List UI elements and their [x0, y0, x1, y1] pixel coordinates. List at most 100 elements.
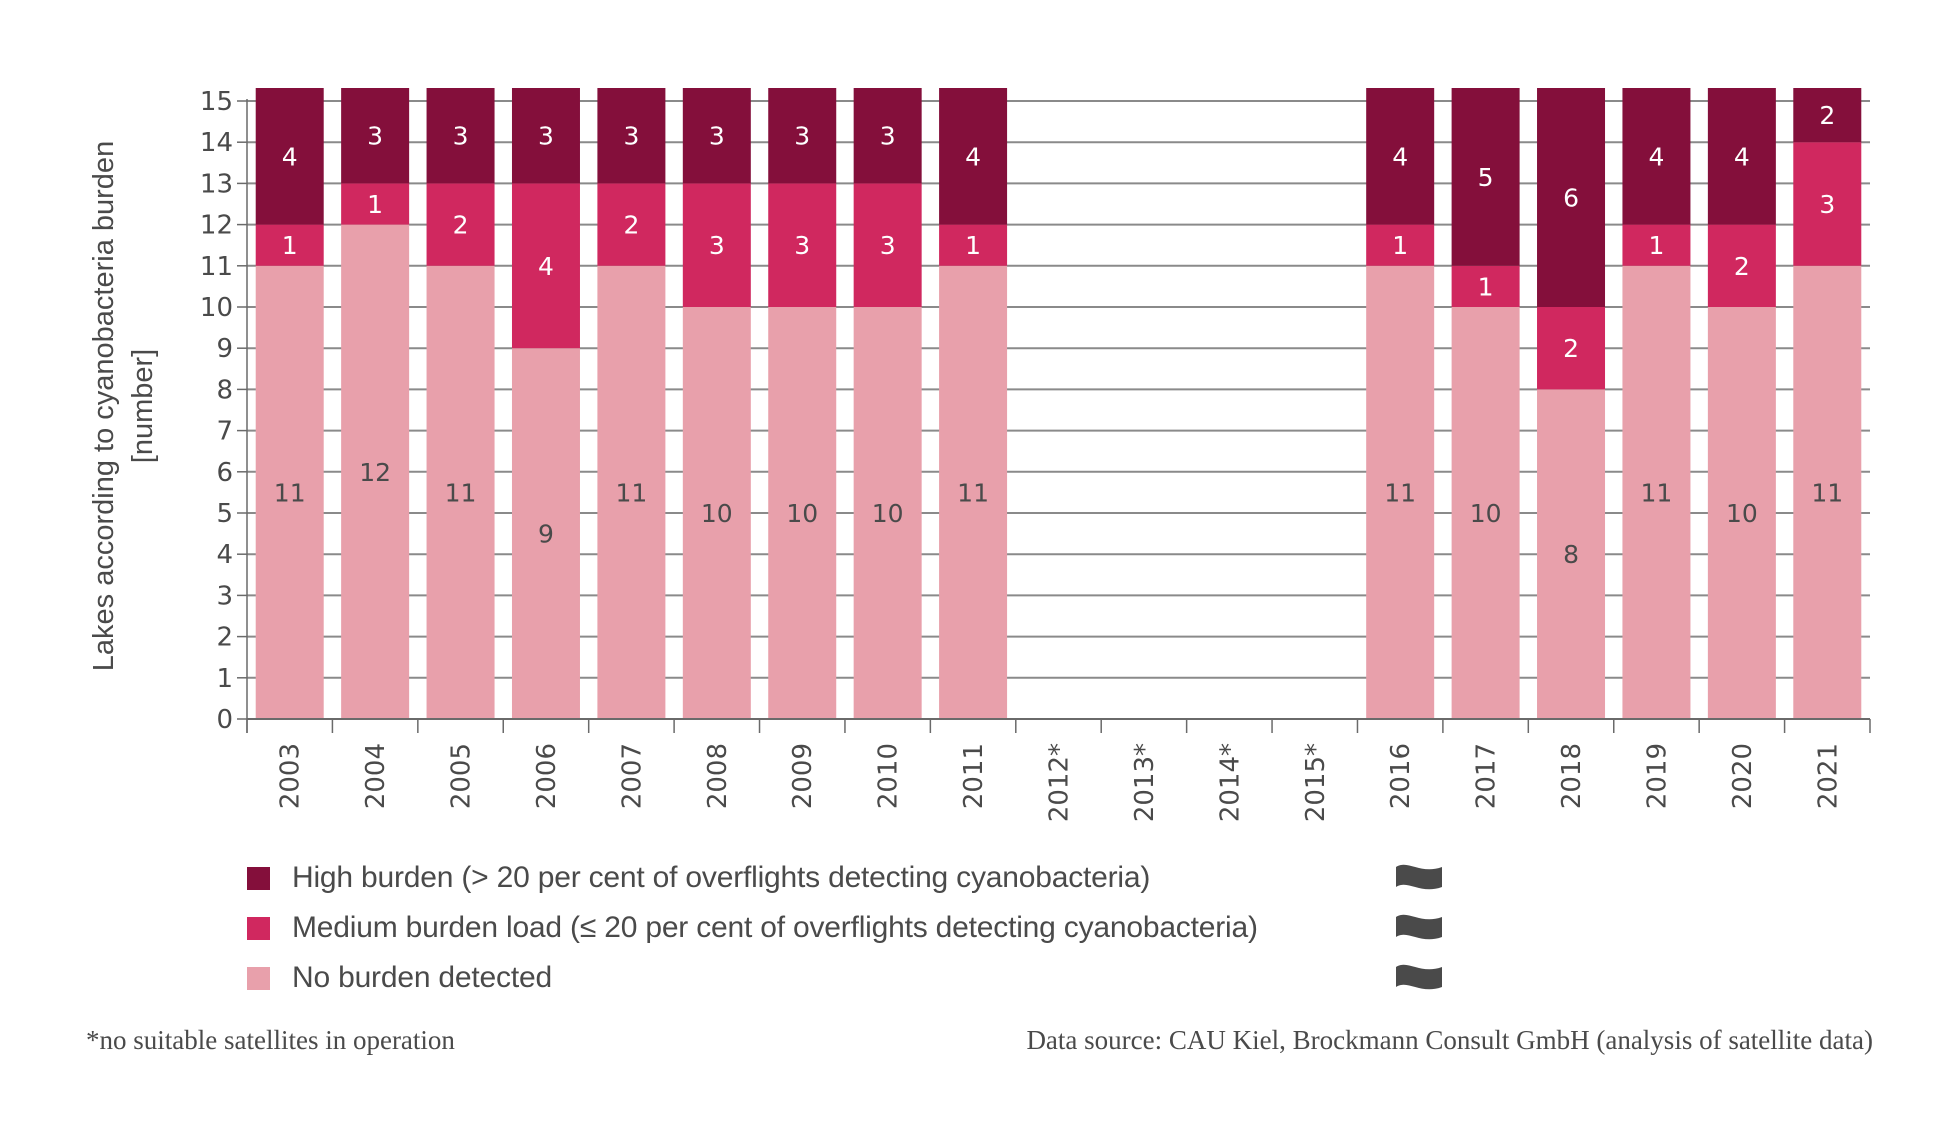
- y-tick-label: 7: [216, 417, 233, 447]
- y-tick-label: 9: [216, 334, 233, 364]
- legend: High burden (> 20 per cent of overflight…: [247, 853, 1442, 1003]
- bar-segment: [1537, 88, 1606, 307]
- x-tick-label: 2018: [1557, 743, 1587, 809]
- bar-segment: [1451, 88, 1520, 266]
- x-tick-label: 2010: [874, 743, 904, 809]
- data-label: 3: [1819, 190, 1835, 219]
- data-label: 1: [965, 231, 981, 260]
- data-label: 3: [453, 122, 469, 151]
- x-tick-label: 2012*: [1045, 743, 1075, 822]
- y-tick-label: 4: [216, 540, 233, 570]
- bar-segment: [1537, 307, 1606, 390]
- bar-segment: [426, 88, 495, 184]
- x-tick-label: 2017: [1472, 743, 1502, 809]
- y-tick-label: 11: [200, 252, 233, 282]
- x-tick-label: 2021: [1813, 743, 1843, 809]
- data-label: 11: [445, 478, 477, 507]
- bar-segment: [341, 183, 410, 225]
- legend-swatch-medium: [247, 916, 270, 940]
- data-label: 3: [623, 122, 639, 151]
- legend-item-medium-burden: Medium burden load (≤ 20 per cent of ove…: [247, 903, 1442, 953]
- data-label: 3: [709, 122, 725, 151]
- data-label: 12: [359, 458, 391, 487]
- wave-icon: [1396, 914, 1442, 940]
- x-tick-label: 2005: [447, 743, 477, 809]
- legend-item-high-burden: High burden (> 20 per cent of overflight…: [247, 853, 1442, 903]
- bar-segment: [1451, 265, 1520, 307]
- data-label: 10: [786, 499, 818, 528]
- data-label: 1: [367, 190, 383, 219]
- y-tick-label: 14: [200, 128, 233, 158]
- footnote: *no suitable satellites in operation: [86, 1025, 455, 1055]
- bar-segment: [939, 265, 1008, 719]
- legend-label-high: High burden (> 20 per cent of overflight…: [292, 861, 1151, 894]
- data-label: 10: [701, 499, 733, 528]
- data-label: 1: [1478, 272, 1494, 301]
- x-tick-label: 2011: [959, 743, 989, 809]
- data-label: 2: [1734, 252, 1750, 281]
- data-label: 8: [1563, 540, 1579, 569]
- bar-segment: [597, 88, 666, 184]
- bar-segment: [255, 224, 324, 266]
- wave-icon: [1396, 864, 1442, 890]
- data-label: 10: [872, 499, 904, 528]
- bar-segment: [426, 265, 495, 719]
- data-label: 11: [615, 478, 647, 507]
- y-tick-label: 8: [216, 375, 233, 405]
- data-label: 4: [1734, 142, 1750, 171]
- data-label: 1: [282, 231, 298, 260]
- y-tick-label: 13: [200, 169, 233, 199]
- data-label: 2: [1563, 334, 1579, 363]
- y-axis-title: Lakes according to cyanobacteria burden: [88, 141, 120, 671]
- legend-item-no-burden: No burden detected: [247, 953, 1442, 1003]
- data-label: 4: [1648, 142, 1664, 171]
- x-tick-label: 2016: [1386, 743, 1416, 809]
- data-label: 10: [1726, 499, 1758, 528]
- data-source: Data source: CAU Kiel, Brockmann Consult…: [1026, 1025, 1873, 1055]
- x-tick-label: 2007: [617, 743, 647, 809]
- data-label: 4: [538, 252, 554, 281]
- data-label: 3: [709, 231, 725, 260]
- bar-segment: [511, 88, 580, 184]
- bar-segment: [1707, 88, 1776, 225]
- data-label: 3: [880, 122, 896, 151]
- y-tick-label: 12: [200, 211, 233, 241]
- data-label: 11: [1641, 478, 1673, 507]
- y-tick-label: 5: [216, 499, 233, 529]
- data-label: 3: [538, 122, 554, 151]
- y-tick-label: 10: [200, 293, 233, 323]
- x-tick-label: 2014*: [1215, 743, 1245, 822]
- bar-segment: [1793, 142, 1862, 266]
- bar-segment: [682, 307, 751, 719]
- data-label: 4: [965, 142, 981, 171]
- data-label: 4: [282, 142, 298, 171]
- bar-segment: [939, 224, 1008, 266]
- bar-segment: [1707, 307, 1776, 719]
- y-tick-label: 0: [216, 705, 233, 735]
- data-label: 2: [623, 211, 639, 240]
- data-label: 6: [1563, 184, 1579, 213]
- bar-segment: [1793, 88, 1862, 143]
- data-label: 3: [880, 231, 896, 260]
- legend-swatch-none: [247, 966, 270, 990]
- legend-label-medium: Medium burden load (≤ 20 per cent of ove…: [292, 911, 1258, 944]
- data-label: 1: [1392, 231, 1408, 260]
- bar-segment: [853, 88, 922, 184]
- x-tick-label: 2019: [1642, 743, 1672, 809]
- bar-segment: [1451, 307, 1520, 719]
- bar-segment: [341, 88, 410, 184]
- data-label: 2: [453, 211, 469, 240]
- bar-segment: [597, 183, 666, 266]
- data-label: 10: [1470, 499, 1502, 528]
- y-tick-label: 6: [216, 458, 233, 488]
- data-label: 11: [274, 478, 306, 507]
- data-label: 3: [367, 122, 383, 151]
- bar-segment: [768, 307, 837, 719]
- legend-swatch-high: [247, 866, 270, 890]
- x-tick-label: 2020: [1728, 743, 1758, 809]
- axes: [237, 99, 1871, 733]
- x-tick-label: 2009: [788, 743, 818, 809]
- bar-segment: [939, 88, 1008, 225]
- bar-segment: [853, 307, 922, 719]
